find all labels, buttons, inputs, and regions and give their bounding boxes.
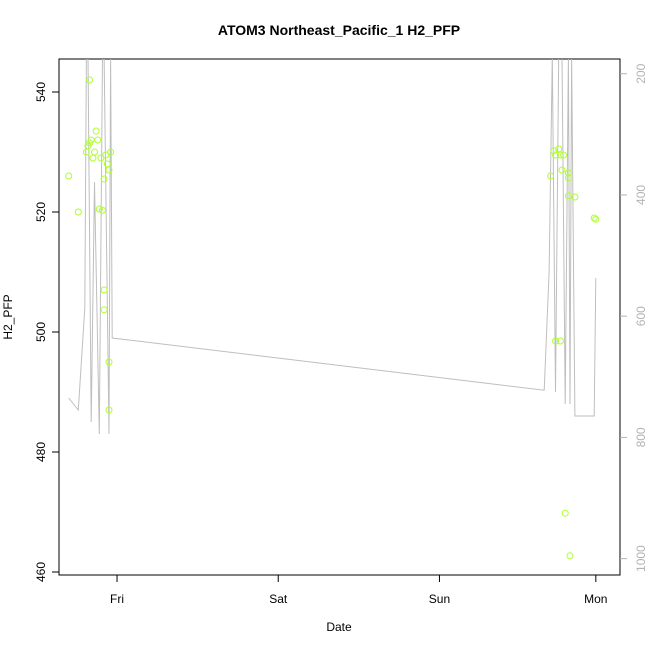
data-point [105, 406, 113, 414]
data-point [105, 358, 113, 366]
right-y-tick-label: 800 [634, 427, 648, 447]
data-point [100, 286, 108, 294]
data-point [94, 136, 102, 144]
data-point [552, 337, 559, 345]
data-point [100, 306, 108, 314]
y-axis-label: H2_PFP [1, 294, 15, 339]
data-point [556, 337, 564, 345]
x-tick-label: Sat [269, 592, 288, 606]
y-tick-label: 520 [34, 202, 48, 222]
data-point [564, 192, 572, 200]
data-point [100, 175, 108, 183]
x-tick-label: Sun [429, 592, 450, 606]
point-series [65, 76, 600, 560]
data-point [97, 154, 105, 162]
data-point [560, 151, 568, 159]
plot-box [58, 58, 621, 576]
data-point [99, 206, 106, 214]
data-point [92, 127, 100, 135]
data-point [592, 215, 600, 223]
x-axis: Fri Sat Sun Mon [110, 575, 607, 606]
data-point [561, 509, 569, 517]
data-point [95, 205, 103, 213]
data-point [91, 148, 98, 156]
y-tick-label: 540 [34, 82, 48, 102]
data-point [564, 174, 572, 182]
data-point [107, 148, 115, 156]
data-point [556, 151, 564, 159]
data-point [65, 172, 73, 180]
series-line [68, 59, 597, 435]
right-y-tick-label: 200 [634, 63, 648, 83]
chart-title: ATOM3 Northeast_Pacific_1 H2_PFP [218, 22, 460, 38]
data-point [547, 172, 555, 180]
y-tick-label: 500 [34, 322, 48, 342]
data-point [590, 214, 598, 222]
data-point [89, 154, 97, 162]
data-point [564, 169, 572, 177]
data-point [566, 552, 574, 560]
data-point [74, 208, 82, 216]
y-tick-label: 460 [34, 562, 48, 582]
x-tick-label: Fri [110, 592, 124, 606]
data-point [86, 76, 94, 84]
y-axis: 460 480 500 520 540 [34, 82, 59, 582]
data-point [558, 166, 566, 174]
right-y-axis: 200 400 600 800 1000 [620, 63, 648, 572]
right-y-tick-label: 600 [634, 306, 648, 326]
data-point [552, 151, 559, 159]
data-point [105, 166, 113, 174]
data-point [550, 147, 558, 155]
right-y-tick-label: 1000 [634, 545, 648, 572]
x-axis-label: Date [326, 620, 352, 634]
y-tick-label: 480 [34, 442, 48, 462]
line-series [68, 59, 597, 435]
right-y-tick-label: 400 [634, 185, 648, 205]
x-tick-label: Mon [584, 592, 607, 606]
data-point [571, 193, 579, 201]
